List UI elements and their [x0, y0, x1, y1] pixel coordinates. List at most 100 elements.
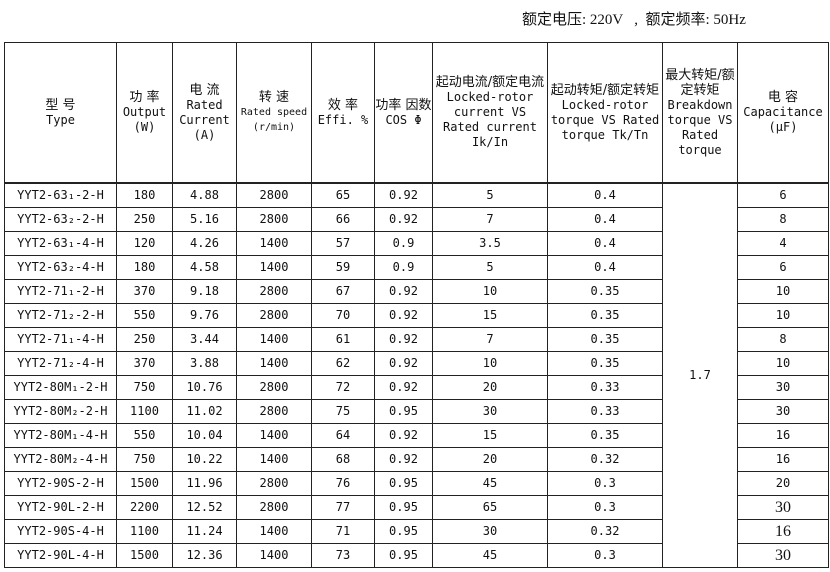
cell-type: YYT2-90L-4-H [4, 543, 117, 568]
table-row: YYT2-71₂-2-H 550 9.76 2800 70 0.92 15 0.35 10 [4, 303, 829, 328]
header-en: Capacitance (μF) [743, 105, 823, 134]
header-current: 电 流 Rated Current (A) [172, 42, 237, 184]
table-row: YYT2-63₁-2-H 180 4.88 2800 65 0.92 5 0.4 1.7 6 [4, 182, 829, 568]
cell-current: 12.52 [172, 495, 237, 520]
header-en: Output (W) [122, 105, 167, 134]
cell-current: 10.76 [172, 375, 237, 400]
cell-efficiency: 75 [311, 399, 375, 424]
cell-type: YYT2-63₂-2-H [4, 207, 117, 232]
cell-speed: 2800 [236, 471, 312, 496]
header-en: Type [46, 112, 75, 127]
cell-capacitance: 16 [737, 519, 829, 544]
cell-speed: 2800 [236, 279, 312, 304]
cell-speed: 2800 [236, 303, 312, 328]
cell-output: 550 [116, 423, 173, 448]
cell-efficiency: 70 [311, 303, 375, 328]
cell-locked-rotor-current: 20 [432, 375, 548, 400]
cell-locked-rotor-torque: 0.3 [547, 471, 663, 496]
cell-efficiency: 57 [311, 231, 375, 256]
cell-locked-rotor-current: 10 [432, 279, 548, 304]
cell-locked-rotor-torque: 0.35 [547, 279, 663, 304]
cell-locked-rotor-current: 15 [432, 423, 548, 448]
cell-speed: 1400 [236, 423, 312, 448]
cell-efficiency: 73 [311, 543, 375, 568]
cell-capacitance: 30 [737, 495, 829, 520]
cell-capacitance: 30 [737, 399, 829, 424]
cell-type: YYT2-63₂-4-H [4, 255, 117, 280]
cell-locked-rotor-current: 20 [432, 447, 548, 472]
cell-output: 370 [116, 279, 173, 304]
cell-locked-rotor-current: 3.5 [432, 231, 548, 256]
cell-capacitance: 30 [737, 375, 829, 400]
cell-efficiency: 62 [311, 351, 375, 376]
header-en: COS Φ [385, 112, 422, 127]
cell-capacitance: 30 [737, 543, 829, 568]
cell-current: 10.22 [172, 447, 237, 472]
cell-type: YYT2-90S-2-H [4, 471, 117, 496]
cell-capacitance: 4 [737, 231, 829, 256]
header-en: Locked-rotor current VS Rated current Ik… [443, 90, 537, 149]
cell-type: YYT2-80M₂-4-H [4, 447, 117, 472]
cell-output: 370 [116, 351, 173, 376]
cell-output: 1100 [116, 519, 173, 544]
cell-efficiency: 64 [311, 423, 375, 448]
cell-capacitance: 6 [737, 255, 829, 280]
cell-locked-rotor-torque: 0.33 [547, 399, 663, 424]
cell-locked-rotor-current: 5 [432, 255, 548, 280]
cell-output: 180 [116, 255, 173, 280]
cell-efficiency: 76 [311, 471, 375, 496]
cell-capacitance: 10 [737, 303, 829, 328]
table-row: YYT2-71₁-2-H 370 9.18 2800 67 0.92 10 0.35 10 [4, 279, 829, 304]
cell-type: YYT2-80M₂-2-H [4, 399, 117, 424]
cell-current: 5.16 [172, 207, 237, 232]
cell-capacitance: 10 [737, 279, 829, 304]
table-row: YYT2-90S-4-H 1100 11.24 1400 71 0.95 30 0.32 16 [4, 519, 829, 544]
cell-capacitance: 10 [737, 351, 829, 376]
header-cn: 电 容 [767, 90, 799, 105]
cell-current: 11.96 [172, 471, 237, 496]
table-row: YYT2-80M₁-2-H 750 10.76 2800 72 0.92 20 0.33 30 [4, 375, 829, 400]
cell-speed: 2800 [236, 207, 312, 232]
header-cn: 电 流 [189, 82, 220, 98]
cell-locked-rotor-current: 45 [432, 543, 548, 568]
cell-locked-rotor-torque: 0.35 [547, 327, 663, 352]
cell-speed: 1400 [236, 519, 312, 544]
cell-locked-rotor-torque: 0.4 [547, 207, 663, 232]
cell-locked-rotor-torque: 0.4 [547, 182, 663, 208]
cell-speed: 1400 [236, 351, 312, 376]
cell-locked-rotor-torque: 0.35 [547, 423, 663, 448]
cell-capacitance: 6 [737, 182, 829, 208]
cell-power-factor: 0.95 [374, 495, 433, 520]
cell-efficiency: 67 [311, 279, 375, 304]
cell-output: 1500 [116, 543, 173, 568]
cell-locked-rotor-torque: 0.4 [547, 255, 663, 280]
header-en: Effi. % [317, 112, 369, 127]
cell-efficiency: 71 [311, 519, 375, 544]
header-breakdown-torque: 最大转矩/额定转矩 Breakdown torque VS Rated torqu… [662, 42, 738, 184]
cell-locked-rotor-torque: 0.3 [547, 495, 663, 520]
table-row: YYT2-90L-2-H 2200 12.52 2800 77 0.95 65 0.3 30 [4, 495, 829, 520]
cell-current: 4.58 [172, 255, 237, 280]
cell-current: 10.04 [172, 423, 237, 448]
cell-type: YYT2-63₁-4-H [4, 231, 117, 256]
cell-output: 750 [116, 447, 173, 472]
cell-speed: 1400 [236, 231, 312, 256]
header-locked-rotor-torque: 起动转矩/额定转矩 Locked-rotor torque VS Rated to… [547, 42, 663, 184]
cell-efficiency: 68 [311, 447, 375, 472]
header-cn: 功率 因数 [375, 97, 432, 113]
cell-power-factor: 0.92 [374, 447, 433, 472]
cell-type: YYT2-71₂-2-H [4, 303, 117, 328]
cell-current: 4.88 [172, 182, 237, 208]
cell-power-factor: 0.92 [374, 375, 433, 400]
cell-breakdown-torque: 1.7 [662, 182, 738, 568]
table-row: YYT2-80M₂-4-H 750 10.22 1400 68 0.92 20 0.32 16 [4, 447, 829, 472]
cell-locked-rotor-current: 30 [432, 399, 548, 424]
cell-speed: 1400 [236, 447, 312, 472]
header-cn: 起动转矩/额定转矩 [550, 82, 660, 98]
cell-output: 250 [116, 207, 173, 232]
cell-current: 3.44 [172, 327, 237, 352]
table-row: YYT2-90S-2-H 1500 11.96 2800 76 0.95 45 0.3 20 [4, 471, 829, 496]
cell-output: 180 [116, 182, 173, 208]
header-type: 型 号 Type [4, 42, 117, 184]
cell-output: 550 [116, 303, 173, 328]
